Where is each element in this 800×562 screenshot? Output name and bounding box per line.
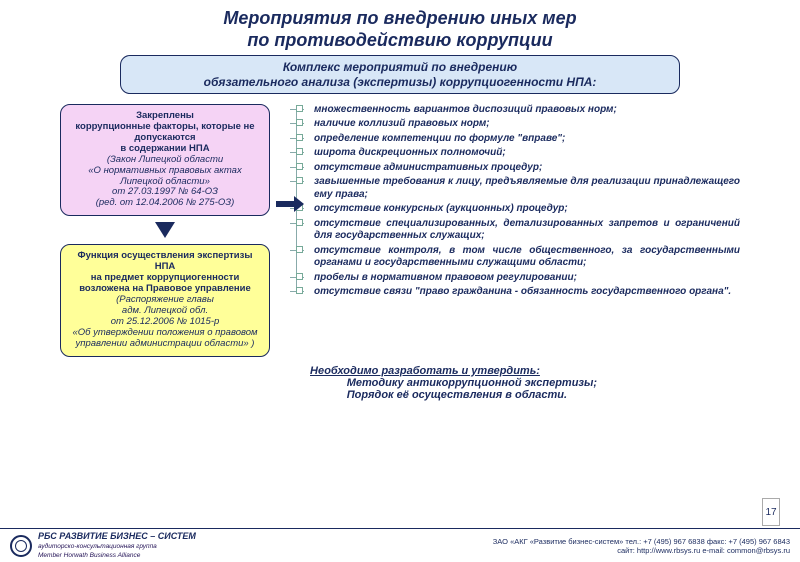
bullet-icon	[296, 163, 303, 170]
brand-sub: аудиторско-консультационная группа	[38, 543, 157, 550]
item-text: отсутствие специализированных, детализир…	[314, 218, 740, 242]
box1-l5: «О нормативных правовых актах Липецкой о…	[88, 165, 241, 187]
bullet-icon	[296, 148, 303, 155]
item-text: пробелы в нормативном правовом регулиров…	[314, 272, 577, 283]
down-arrow-icon	[155, 222, 175, 238]
box2-l5: от 25.12.2006 № 1015-р	[111, 316, 220, 327]
item-text: завышенные требования к лицу, предъявляе…	[314, 176, 740, 200]
footer-contact: ЗАО «АКГ «Развитие бизнес-систем» тел.: …	[493, 537, 790, 555]
title-line-1: Мероприятия по внедрению иных мер	[223, 8, 576, 28]
bullet-icon	[296, 273, 303, 280]
subtitle-block: Комплекс мероприятий по внедрению обязат…	[120, 55, 680, 94]
box2-l6: «Об утверждении положения о правовом упр…	[72, 327, 257, 349]
bullet-icon	[296, 105, 303, 112]
bullet-icon	[296, 119, 303, 126]
page-number: 17	[762, 498, 780, 526]
item-text: отсутствие административных процедур;	[314, 162, 542, 173]
factor-list: множественность вариантов диспозиций пра…	[290, 104, 740, 299]
footer: РБС РАЗВИТИЕ БИЗНЕС – СИСТЕМ аудиторско-…	[0, 528, 800, 562]
bullet-icon	[296, 287, 303, 294]
list-item: широта дискреционных полномочий;	[314, 147, 740, 160]
box-function: Функция осуществления экспертизы НПА на …	[60, 244, 270, 356]
box1-l3: в содержании НПА	[120, 143, 209, 154]
item-text: определение компетенции по формуле "впра…	[314, 133, 565, 144]
box2-l4: адм. Липецкой обл.	[122, 305, 208, 316]
subtitle-line-1: Комплекс мероприятий по внедрению	[283, 60, 517, 74]
box1-l4: (Закон Липецкой области	[107, 154, 223, 165]
list-item: завышенные требования к лицу, предъявляе…	[314, 176, 740, 201]
list-item: отсутствие контроля, в том числе обществ…	[314, 245, 740, 270]
box1-l2: коррупционные факторы, которые не допуск…	[75, 121, 254, 143]
list-item: пробелы в нормативном правовом регулиров…	[314, 272, 740, 285]
box1-l6: от 27.03.1997 № 64-ОЗ	[112, 186, 218, 197]
brand-short: РБС	[38, 531, 57, 541]
list-item: отсутствие связи "право гражданина - обя…	[314, 286, 740, 299]
bullet-icon	[296, 246, 303, 253]
bottom-l2: Порядок её осуществления в области.	[347, 389, 567, 401]
page-title: Мероприятия по внедрению иных мер по про…	[60, 8, 740, 51]
box1-l7: (ред. от 12.04.2006 № 275-ОЗ)	[96, 197, 235, 208]
item-text: множественность вариантов диспозиций пра…	[314, 104, 617, 115]
footer-brand: РБС РАЗВИТИЕ БИЗНЕС – СИСТЕМ аудиторско-…	[38, 532, 196, 560]
box-factors: Закреплены коррупционные факторы, которы…	[60, 104, 270, 216]
content-row: Закреплены коррупционные факторы, которы…	[0, 104, 800, 357]
item-text: отсутствие связи "право гражданина - обя…	[314, 286, 731, 297]
list-item: множественность вариантов диспозиций пра…	[314, 104, 740, 117]
right-arrow-icon	[276, 196, 304, 212]
right-column: множественность вариантов диспозиций пра…	[290, 104, 740, 357]
list-item: отсутствие специализированных, детализир…	[314, 218, 740, 243]
brand-full: РАЗВИТИЕ БИЗНЕС – СИСТЕМ	[59, 531, 196, 541]
bottom-heading: Необходимо разработать и утвердить:	[310, 365, 540, 377]
list-item: определение компетенции по формуле "впра…	[314, 133, 740, 146]
left-column: Закреплены коррупционные факторы, которы…	[60, 104, 270, 357]
item-text: отсутствие конкурсных (аукционных) проце…	[314, 203, 568, 214]
bullet-icon	[296, 177, 303, 184]
brand-alliance: Member Horwath Business Alliance	[38, 552, 140, 559]
bullet-icon	[296, 219, 303, 226]
subtitle-line-2: обязательного анализа (экспертизы) корру…	[204, 75, 597, 89]
box1-l1: Закреплены	[136, 110, 194, 121]
box2-l2: на предмет коррупциогенности возложена н…	[79, 272, 251, 294]
contact-2: сайт: http://www.rbsys.ru e-mail: common…	[617, 546, 790, 555]
box2-l1: Функция осуществления экспертизы НПА	[78, 250, 253, 272]
bottom-conclusion: Необходимо разработать и утвердить: Мето…	[310, 365, 740, 401]
item-text: отсутствие контроля, в том числе обществ…	[314, 245, 740, 269]
item-text: широта дискреционных полномочий;	[314, 147, 506, 158]
logo-icon	[10, 535, 32, 557]
contact-1: ЗАО «АКГ «Развитие бизнес-систем» тел.: …	[493, 537, 790, 546]
list-item: отсутствие административных процедур;	[314, 162, 740, 175]
bottom-l1: Методику антикоррупционной экспертизы;	[347, 377, 597, 389]
box2-l3: (Распоряжение главы	[116, 294, 214, 305]
title-line-2: по противодействию коррупции	[247, 30, 552, 50]
list-item: наличие коллизий правовых норм;	[314, 118, 740, 131]
bullet-icon	[296, 134, 303, 141]
list-item: отсутствие конкурсных (аукционных) проце…	[314, 203, 740, 216]
item-text: наличие коллизий правовых норм;	[314, 118, 490, 129]
